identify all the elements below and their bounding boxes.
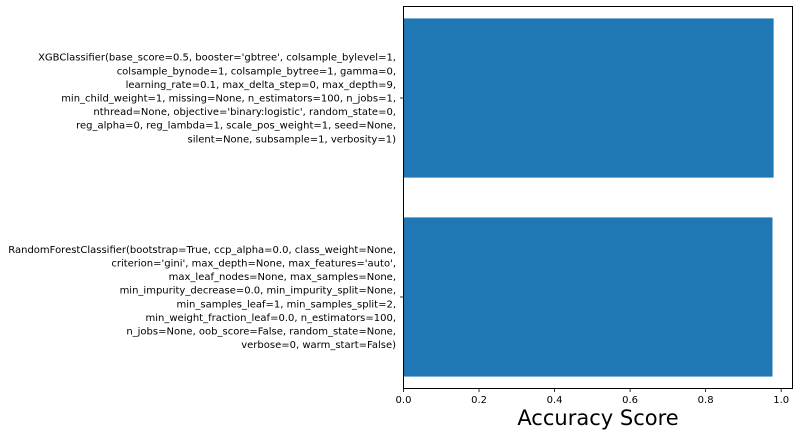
category-label-line: colsample_bynode=1, colsample_bytree=1, … (117, 66, 396, 77)
category-label-line: min_child_weight=1, missing=None, n_esti… (61, 94, 396, 105)
category-label-line: reg_alpha=0, reg_lambda=1, scale_pos_wei… (76, 121, 396, 132)
category-label-line: n_jobs=None, oob_score=False, random_sta… (126, 326, 396, 337)
x-tick-label-4: 0.8 (698, 395, 714, 406)
x-tick-label-3: 0.6 (622, 395, 638, 406)
bars-layer (403, 18, 774, 377)
category-label-line: learning_rate=0.1, max_delta_step=0, max… (126, 80, 396, 91)
x-tick-label-1: 0.2 (471, 395, 487, 406)
category-label-line: criterion='gini', max_depth=None, max_fe… (111, 258, 396, 269)
category-label-line: RandomForestClassifier(bootstrap=True, c… (8, 245, 396, 256)
category-label-line: silent=None, subsample=1, verbosity=1) (188, 134, 397, 145)
category-label-line: min_samples_leaf=1, min_samples_split=2, (177, 299, 396, 310)
category-label-line: min_impurity_decrease=0.0, min_impurity_… (120, 286, 396, 297)
y-ticks-layer (400, 97, 404, 298)
x-tick-label-2: 0.4 (547, 395, 563, 406)
bar-0 (403, 217, 773, 377)
x-tick-label-0: 0.0 (396, 395, 412, 406)
x-axis-label: Accuracy Score (517, 406, 678, 430)
category-label-line: verbose=0, warm_start=False) (241, 340, 396, 351)
plot-frame (403, 6, 793, 389)
category-label-line: max_leaf_nodes=None, max_samples=None, (169, 272, 396, 283)
category-label-line: min_weight_fraction_leaf=0.0, n_estimato… (146, 313, 396, 324)
category-labels-layer: RandomForestClassifier(bootstrap=True, c… (8, 53, 396, 351)
category-label-line: XGBClassifier(base_score=0.5, booster='g… (38, 53, 396, 64)
category-label-line: nthread=None, objective='binary:logistic… (93, 107, 396, 118)
category-label-1: XGBClassifier(base_score=0.5, booster='g… (38, 53, 396, 146)
x-tick-label-5: 1.0 (773, 395, 789, 406)
bar-1 (403, 18, 774, 178)
x-ticks-layer: 0.0 0.2 0.4 0.6 0.8 1.0 (396, 388, 789, 406)
category-label-0: RandomForestClassifier(bootstrap=True, c… (8, 245, 396, 351)
